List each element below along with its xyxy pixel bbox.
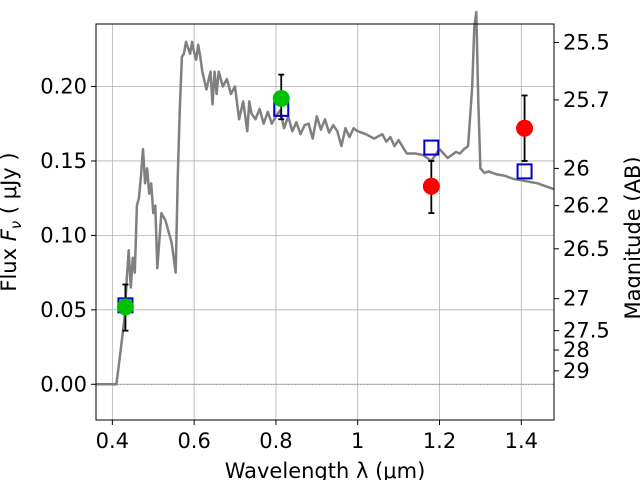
y-axis-label: Flux Fν ( μJy ) [0, 152, 25, 291]
x-tick-label: 1.2 [423, 429, 456, 453]
sed-model-line [96, 10, 555, 386]
x-tick-label: 0.8 [259, 429, 292, 453]
x-tick-label: 1 [351, 429, 364, 453]
magnitude-tick-label: 25.5 [563, 30, 610, 54]
magnitude-tick-label: 29 [563, 359, 590, 383]
y-axis-ticks: 0.00 0.05 0.10 0.15 0.20 [40, 75, 96, 396]
error-bars [122, 73, 528, 332]
y-tick-label: 0.20 [40, 75, 87, 99]
data-markers [116, 89, 534, 316]
magnitude-tick-label: 27 [563, 287, 590, 311]
y-tick-label: 0.05 [40, 298, 87, 322]
magnitude-tick-label: 28 [563, 338, 590, 362]
y-tick-label: 0.15 [40, 149, 87, 173]
magnitude-axis-label: Magnitude (AB) [621, 156, 640, 319]
model-point [423, 139, 440, 156]
model-point [516, 163, 533, 180]
magnitude-tick-label: 25.7 [563, 88, 610, 112]
y-tick-label: 0.00 [40, 372, 87, 396]
magnitude-tick-label: 26.2 [563, 194, 610, 218]
observed-point [116, 298, 134, 316]
x-tick-label: 0.4 [96, 429, 129, 453]
magnitude-tick-label: 26 [563, 156, 590, 180]
x-tick-label: 0.6 [177, 429, 210, 453]
magnitude-tick-label: 26.5 [563, 237, 610, 261]
x-axis-label: Wavelength λ (μm) [225, 459, 426, 480]
plot-frame [95, 23, 555, 421]
magnitude-tick-label: 27.5 [563, 319, 610, 343]
y-tick-label: 0.10 [40, 223, 87, 247]
observed-point [422, 177, 440, 195]
x-tick-label: 1.4 [505, 429, 538, 453]
observed-point [516, 119, 534, 137]
x-axis-ticks: 0.4 0.6 0.8 1 1.2 1.4 [96, 420, 538, 453]
observed-point [272, 89, 290, 107]
